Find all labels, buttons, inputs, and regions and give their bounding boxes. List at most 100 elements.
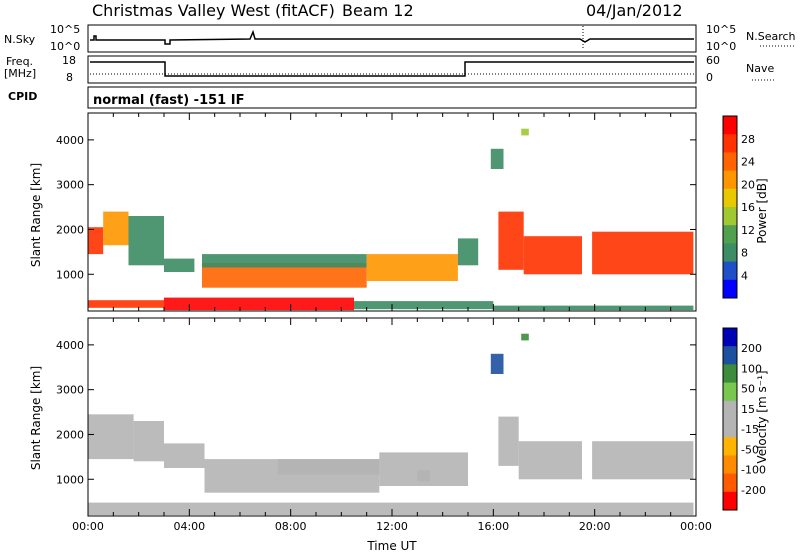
x-tick-label: 16:00 xyxy=(477,520,509,533)
y-tick-label: 4000 xyxy=(56,134,84,147)
power-ylabel: Slant Range [km] xyxy=(29,163,43,267)
y-tick-label: 1000 xyxy=(56,473,84,486)
cpid-panel-frame xyxy=(87,86,697,109)
colorbar-tick-label: 20 xyxy=(741,178,755,191)
echo-band xyxy=(521,128,529,136)
echo-band xyxy=(518,441,582,480)
colorbar-segment xyxy=(723,152,737,172)
cpid-text: normal (fast) -151 IF xyxy=(93,93,244,108)
echo-band xyxy=(498,211,524,270)
power-panel-frame xyxy=(87,112,697,312)
colorbar-segment xyxy=(723,188,737,208)
colorbar-segment xyxy=(723,116,737,135)
echo-band xyxy=(164,297,354,311)
echo-band xyxy=(493,305,694,311)
echo-band xyxy=(354,301,494,310)
nsearch-tick-top: 10^5 xyxy=(706,23,736,36)
colorbar-segment xyxy=(723,279,737,299)
echo-band xyxy=(88,414,134,460)
colorbar-segment xyxy=(723,170,737,190)
echo-band xyxy=(88,502,694,516)
x-tick-label: 20:00 xyxy=(579,520,611,533)
colorbar-segment xyxy=(723,134,737,153)
colorbar-tick-label: 15 xyxy=(741,403,755,416)
y-tick-label: 2000 xyxy=(56,428,84,441)
colorbar-tick-label: 200 xyxy=(741,342,762,355)
power-panel: Slant Range [km] 1000 2000 3000 4000 4 8 12 16… xyxy=(29,112,769,312)
colorbar-frame xyxy=(722,115,738,299)
echo-band xyxy=(133,421,164,462)
colorbar-segment xyxy=(723,243,737,263)
power-colorbar-label: Power [dB] xyxy=(755,178,769,243)
echo-band xyxy=(592,231,694,275)
colorbar-segment xyxy=(723,328,737,347)
x-tick-label: 12:00 xyxy=(376,520,408,533)
colorbar-tick-label: 24 xyxy=(741,156,755,169)
colorbar-tick-label: 4 xyxy=(741,269,748,282)
freq-tick-top: 18 xyxy=(62,54,76,67)
echo-band xyxy=(523,236,582,275)
colorbar-tick-label: 12 xyxy=(741,224,755,237)
echo-band xyxy=(457,238,479,266)
colorbar-segment xyxy=(723,419,737,438)
colorbar-segment xyxy=(723,346,737,365)
echo-band xyxy=(498,416,519,466)
y-tick-label: 4000 xyxy=(56,339,84,352)
nsky-tick-bottom: 10^0 xyxy=(50,40,80,53)
colorbar-segment xyxy=(723,491,737,511)
colorbar-tick-label: -50 xyxy=(741,443,759,456)
y-tick-label: 3000 xyxy=(56,384,84,397)
echo-band xyxy=(521,333,529,341)
colorbar-tick-label: 28 xyxy=(741,133,755,146)
echo-band xyxy=(164,443,205,468)
nsky-label: N.Sky xyxy=(4,33,36,46)
echo-band xyxy=(202,254,367,268)
colorbar-segment xyxy=(723,261,737,281)
nave-tick-top: 60 xyxy=(706,54,720,67)
colorbar-tick-label: -200 xyxy=(741,484,766,497)
freq-tick-bottom: 8 xyxy=(66,71,73,84)
beam-label: Beam 12 xyxy=(342,1,414,20)
echo-band xyxy=(164,258,195,272)
colorbar-frame xyxy=(722,327,738,511)
x-tick-label: 04:00 xyxy=(173,520,205,533)
x-tick-label: 00:00 xyxy=(680,520,712,533)
nsky-panel-frame xyxy=(87,24,697,53)
date-label: 04/Jan/2012 xyxy=(586,1,683,20)
echo-band xyxy=(88,227,104,255)
freq-label-line1: Freq. xyxy=(6,55,33,68)
freq-trace xyxy=(90,61,694,77)
colorbar-tick-label: 50 xyxy=(741,383,755,396)
velocity-colorbar-label: Velocity [m s⁻¹] xyxy=(755,370,769,463)
y-tick-label: 1000 xyxy=(56,268,84,281)
echo-band xyxy=(592,441,694,480)
cpid-label: CPID xyxy=(8,90,37,103)
nsky-tick-top: 10^5 xyxy=(50,23,80,36)
figure-title: Christmas Valley West (fitACF) xyxy=(92,1,335,20)
colorbar-segment xyxy=(723,364,737,384)
freq-panel-frame xyxy=(87,55,697,84)
colorbar-segment xyxy=(723,225,737,244)
echo-band xyxy=(490,353,504,374)
echo-band xyxy=(278,459,380,475)
nsearch-tick-bottom: 10^0 xyxy=(706,40,736,53)
nave-label: Nave xyxy=(746,62,774,75)
velocity-ylabel: Slant Range [km] xyxy=(29,366,43,470)
colorbar-tick-label: 16 xyxy=(741,201,755,214)
echo-band xyxy=(88,300,164,308)
echo-band xyxy=(417,470,430,482)
velocity-panel: Slant Range [km] 1000 2000 3000 4000 00:00 0… xyxy=(29,317,769,553)
colorbar-segment xyxy=(723,437,737,456)
y-tick-label: 3000 xyxy=(56,179,84,192)
x-tick-label: 08:00 xyxy=(275,520,307,533)
colorbar-tick-label: -15 xyxy=(741,423,759,436)
colorbar-segment xyxy=(723,455,737,475)
freq-label-line2: [MHz] xyxy=(4,67,36,80)
echo-band xyxy=(490,148,504,169)
nsky-trace xyxy=(90,29,694,45)
colorbar-tick-label: -100 xyxy=(741,464,766,477)
nsearch-label: N.Search xyxy=(746,30,796,43)
echo-band xyxy=(103,211,129,246)
echo-band xyxy=(128,216,164,266)
